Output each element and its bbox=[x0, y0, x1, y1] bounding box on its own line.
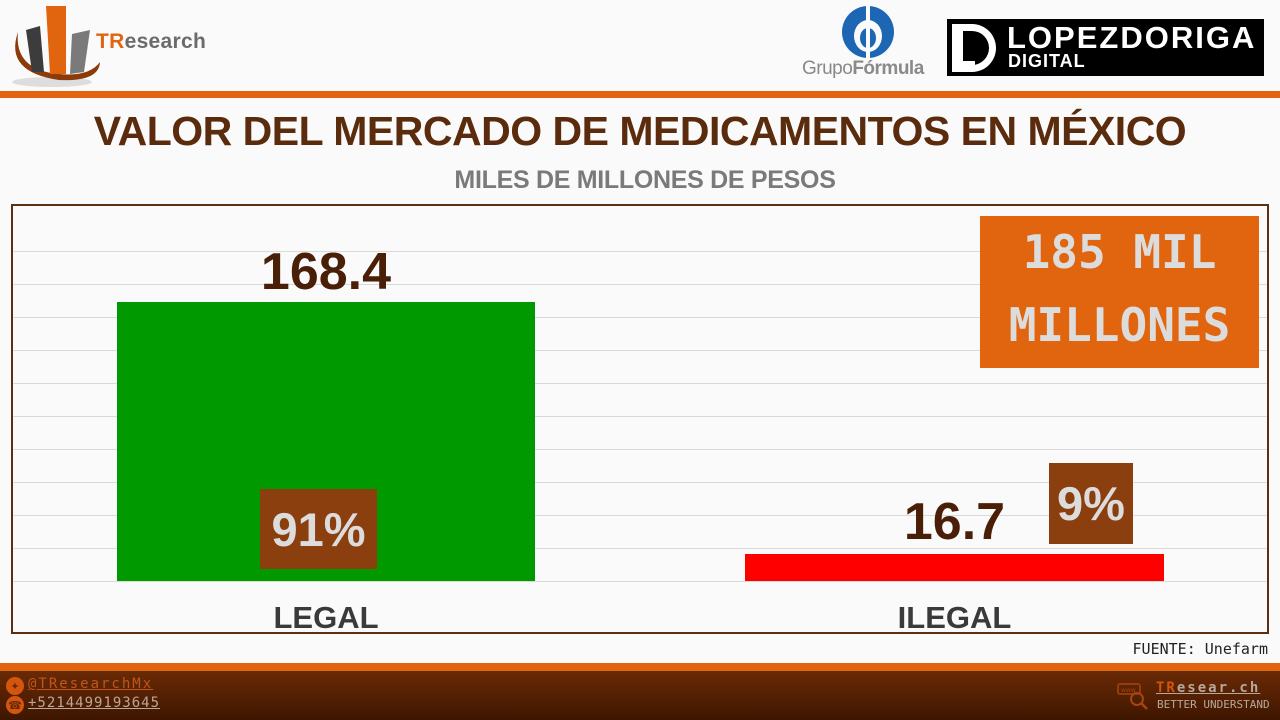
share-badge-ilegal: 9% bbox=[1049, 463, 1133, 544]
total-line-2: MILLONES bbox=[1008, 298, 1231, 352]
gridline bbox=[13, 284, 1267, 285]
lopezdoriga-main-text: LOPEZDORIGA bbox=[1007, 20, 1257, 55]
category-label-ilegal: ILEGAL bbox=[897, 600, 1012, 635]
plot-area: 168.4 91% LEGAL 16.7 9% ILEGAL bbox=[11, 204, 1269, 635]
chart-subtitle: MILES DE MILLONES DE PESOS bbox=[454, 166, 836, 194]
twitter-handle-link[interactable]: @TResearchMx bbox=[28, 676, 154, 692]
website-link[interactable]: TResear.ch bbox=[1156, 680, 1261, 696]
www-search-icon: www bbox=[1117, 682, 1151, 710]
chart-title: VALOR DEL MERCADO DE MEDICAMENTOS EN MÉX… bbox=[93, 108, 1187, 154]
gridline bbox=[13, 548, 1267, 549]
total-annotation: 185 MIL MILLONES bbox=[980, 216, 1259, 368]
lopezdoriga-sub-text: DIGITAL bbox=[1008, 51, 1086, 71]
gridline bbox=[13, 482, 1267, 483]
source-note: FUENTE: Unefarm bbox=[1132, 640, 1268, 658]
footer-tagline: BETTER UNDERSTAND bbox=[1157, 698, 1270, 711]
gridline bbox=[13, 416, 1267, 417]
footer-divider bbox=[0, 663, 1280, 671]
gridline bbox=[13, 350, 1267, 351]
header-divider bbox=[0, 91, 1280, 98]
tresearch-logo bbox=[4, 2, 204, 88]
twitter-icon: ✦ bbox=[6, 677, 24, 695]
footer: ✦ @TResearchMx ☎ +5214499193645 bbox=[0, 671, 1280, 720]
phone-icon: ☎ bbox=[6, 696, 24, 714]
total-line-1: 185 MIL bbox=[1022, 225, 1217, 279]
svg-text:www: www bbox=[1121, 687, 1136, 694]
gridline bbox=[13, 515, 1267, 516]
phone-link[interactable]: +5214499193645 bbox=[28, 695, 161, 711]
gridline-baseline bbox=[13, 581, 1267, 582]
gridline bbox=[13, 383, 1267, 384]
grupo-formula-logo bbox=[800, 2, 935, 86]
tresearch-logo-text: TResearch bbox=[96, 30, 207, 53]
value-label-ilegal: 16.7 bbox=[903, 493, 1006, 551]
gridline bbox=[13, 449, 1267, 450]
share-badge-legal: 91% bbox=[260, 489, 377, 569]
gridline bbox=[13, 317, 1267, 318]
bar-ilegal bbox=[745, 554, 1164, 581]
lopezdoriga-logo bbox=[947, 19, 1264, 76]
value-label-legal: 168.4 bbox=[260, 243, 392, 301]
gridline bbox=[13, 251, 1267, 252]
category-label-legal: LEGAL bbox=[273, 600, 379, 635]
grupo-formula-text: GrupoFórmula bbox=[802, 58, 924, 79]
